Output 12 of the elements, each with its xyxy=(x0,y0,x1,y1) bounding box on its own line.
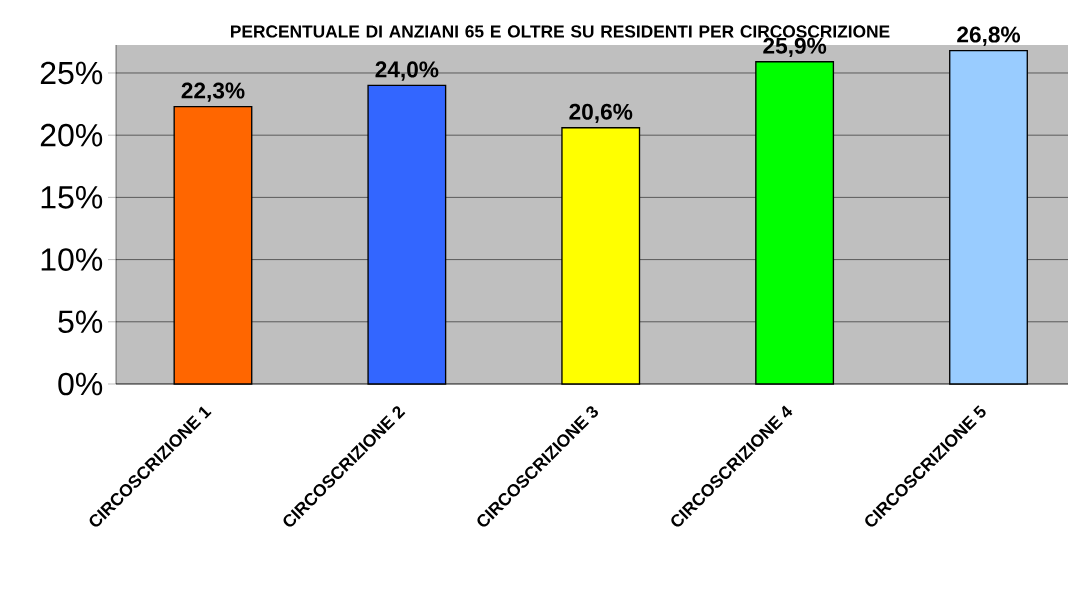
data-label: 22,3% xyxy=(181,82,245,102)
data-label: 24,0% xyxy=(375,61,439,81)
data-label: 25,9% xyxy=(763,37,827,58)
y-tick-label: 25% xyxy=(40,61,103,85)
y-tick-label: 0% xyxy=(58,372,103,396)
y-tick-label: 15% xyxy=(41,186,103,209)
data-label: 26,8% xyxy=(957,26,1021,46)
y-tick-label: 10% xyxy=(41,248,103,271)
y-tick-label: 20% xyxy=(40,123,103,147)
data-label: 20,6% xyxy=(569,103,633,124)
chart-title: PERCENTUALE DI ANZIANI 65 E OLTRE SU RESIDENTI PER CIRCOSCRIZIONE xyxy=(231,25,890,38)
y-tick-label: 5% xyxy=(58,310,103,334)
